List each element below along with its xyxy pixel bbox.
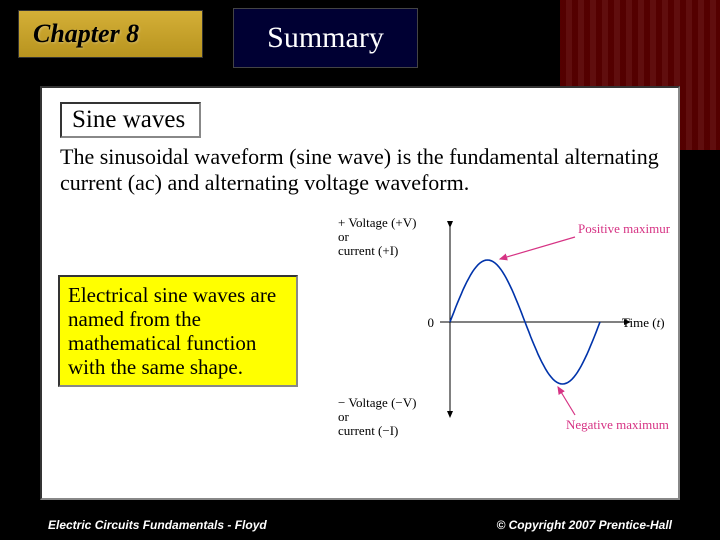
content-panel: Sine waves The sinusoidal waveform (sine… (40, 86, 680, 500)
section-title: Sine waves (72, 106, 185, 133)
summary-badge: Summary (233, 8, 418, 68)
y-axis-bottom-label: − Voltage (−V) or current (−I) (338, 395, 420, 438)
note-box: Electrical sine waves are named from the… (58, 275, 298, 388)
negative-callout-label: Negative maximum (566, 417, 669, 432)
chapter-label: Chapter 8 (33, 19, 139, 49)
summary-label: Summary (267, 21, 384, 55)
positive-callout-arrow (500, 237, 575, 259)
sine-wave-diagram: + Voltage (+V) or current (+I) − Voltage… (290, 197, 670, 453)
negative-callout-arrow (558, 387, 575, 415)
positive-callout-label: Positive maximum (578, 221, 670, 236)
x-axis-label: Time (t) (622, 315, 665, 330)
zero-label: 0 (428, 315, 435, 330)
diagram-area: Electrical sine waves are named from the… (60, 203, 660, 453)
y-axis-top-label: + Voltage (+V) or current (+I) (338, 215, 420, 258)
section-title-box: Sine waves (60, 102, 201, 138)
footer-right: © Copyright 2007 Prentice-Hall (496, 518, 672, 532)
footer: Electric Circuits Fundamentals - Floyd ©… (48, 518, 672, 532)
footer-left: Electric Circuits Fundamentals - Floyd (48, 518, 267, 532)
section-body: The sinusoidal waveform (sine wave) is t… (60, 144, 660, 197)
note-text: Electrical sine waves are named from the… (68, 283, 276, 379)
chapter-badge: Chapter 8 (18, 10, 203, 58)
